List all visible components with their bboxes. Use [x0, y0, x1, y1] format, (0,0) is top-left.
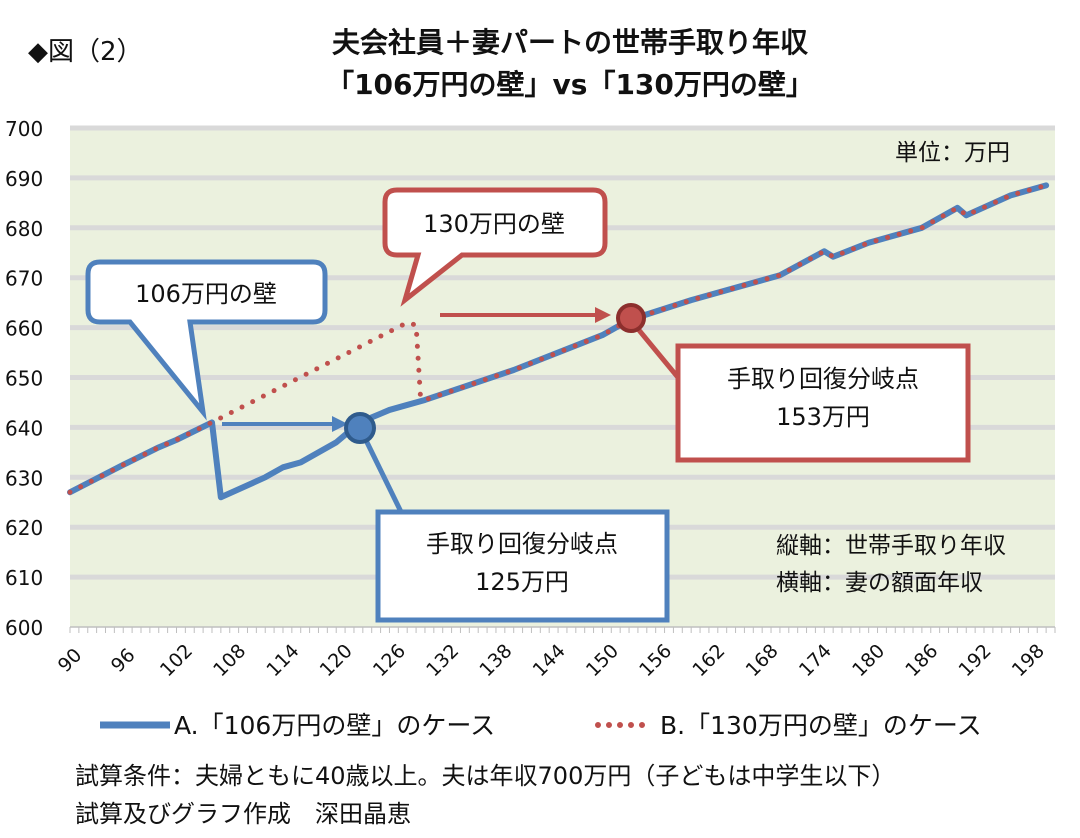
x-tick-label: 126 [369, 640, 410, 681]
y-tick-label: 610 [5, 566, 43, 590]
x-tick-label: 156 [635, 640, 676, 681]
legend-label-b: B.「130万円の壁」のケース [660, 711, 982, 740]
x-tick-label: 180 [848, 640, 889, 681]
arrow-blue-head [332, 416, 348, 432]
x-tick-label: 96 [107, 644, 140, 677]
marker-125 [344, 412, 376, 444]
x-tick-label: 114 [262, 640, 303, 681]
y-tick-label: 650 [5, 367, 43, 391]
callout-125-box [375, 509, 670, 623]
footer-credit: 試算及びグラフ作成 深田晶恵 [75, 800, 411, 828]
x-tick-label: 174 [795, 640, 836, 681]
callout-130 [382, 187, 608, 307]
callout-153-box [675, 343, 971, 463]
legend-label-a: A.「106万円の壁」のケース [174, 711, 495, 740]
y-tick-label: 700 [5, 117, 43, 141]
x-tick-label: 138 [475, 640, 516, 681]
y-tick-label: 600 [5, 616, 43, 640]
chart-title: 夫会社員＋妻パートの世帯手取り年収 [332, 26, 809, 59]
arrow-red-head [595, 307, 611, 323]
x-axis-label: 横軸：妻の額面年収 [776, 570, 983, 596]
callout-125-line2: 125万円 [475, 568, 569, 596]
figure-label: ◆図（2） [28, 37, 143, 67]
callout-106-text: 106万円の壁 [135, 280, 277, 308]
y-tick-label: 620 [5, 516, 43, 540]
y-tick-label: 690 [5, 167, 43, 191]
y-tick-label: 660 [5, 317, 43, 341]
x-tick-label: 162 [688, 640, 729, 681]
callout-125-line1: 手取り回復分岐点 [426, 530, 618, 558]
unit-note: 単位：万円 [895, 140, 1010, 166]
y-tick-label: 670 [5, 267, 43, 291]
x-tick-label: 144 [529, 640, 570, 681]
marker-153 [616, 303, 646, 333]
x-tick-label: 108 [209, 640, 250, 681]
callout-106 [85, 259, 328, 421]
y-tick-label: 630 [5, 466, 43, 490]
y-tick-label: 680 [5, 217, 43, 241]
x-tick-labels: 90 96 102 108 114 120 126 132 138 144 150 156 162 168… [54, 640, 1049, 681]
x-tick-label: 192 [955, 640, 996, 681]
y-tick-label: 640 [5, 416, 43, 440]
footer-conditions: 試算条件：夫婦ともに40歳以上。夫は年収700万円（子どもは中学生以下） [75, 762, 895, 790]
chart-subtitle: 「106万円の壁」vs「130万円の壁」 [326, 68, 814, 101]
y-axis-label: 縦軸：世帯手取り年収 [776, 533, 1006, 559]
callout-153-line1: 手取り回復分岐点 [727, 365, 919, 393]
x-tick-label: 102 [156, 640, 197, 681]
x-tick-label: 168 [742, 640, 783, 681]
x-tick-label: 186 [901, 640, 942, 681]
x-tick-label: 120 [316, 640, 357, 681]
series-a-line [67, 182, 1050, 501]
connector-125 [357, 426, 408, 522]
callout-130-text: 130万円の壁 [423, 210, 565, 238]
x-tick-label: 198 [1008, 640, 1049, 681]
x-tick-label: 150 [582, 640, 623, 681]
callout-153-line2: 153万円 [776, 403, 870, 431]
x-tick-label: 132 [422, 640, 463, 681]
x-tick-label: 90 [54, 644, 87, 677]
y-tick-labels: 600 610 620 630 640 650 660 670 680 690 700 [5, 117, 43, 640]
